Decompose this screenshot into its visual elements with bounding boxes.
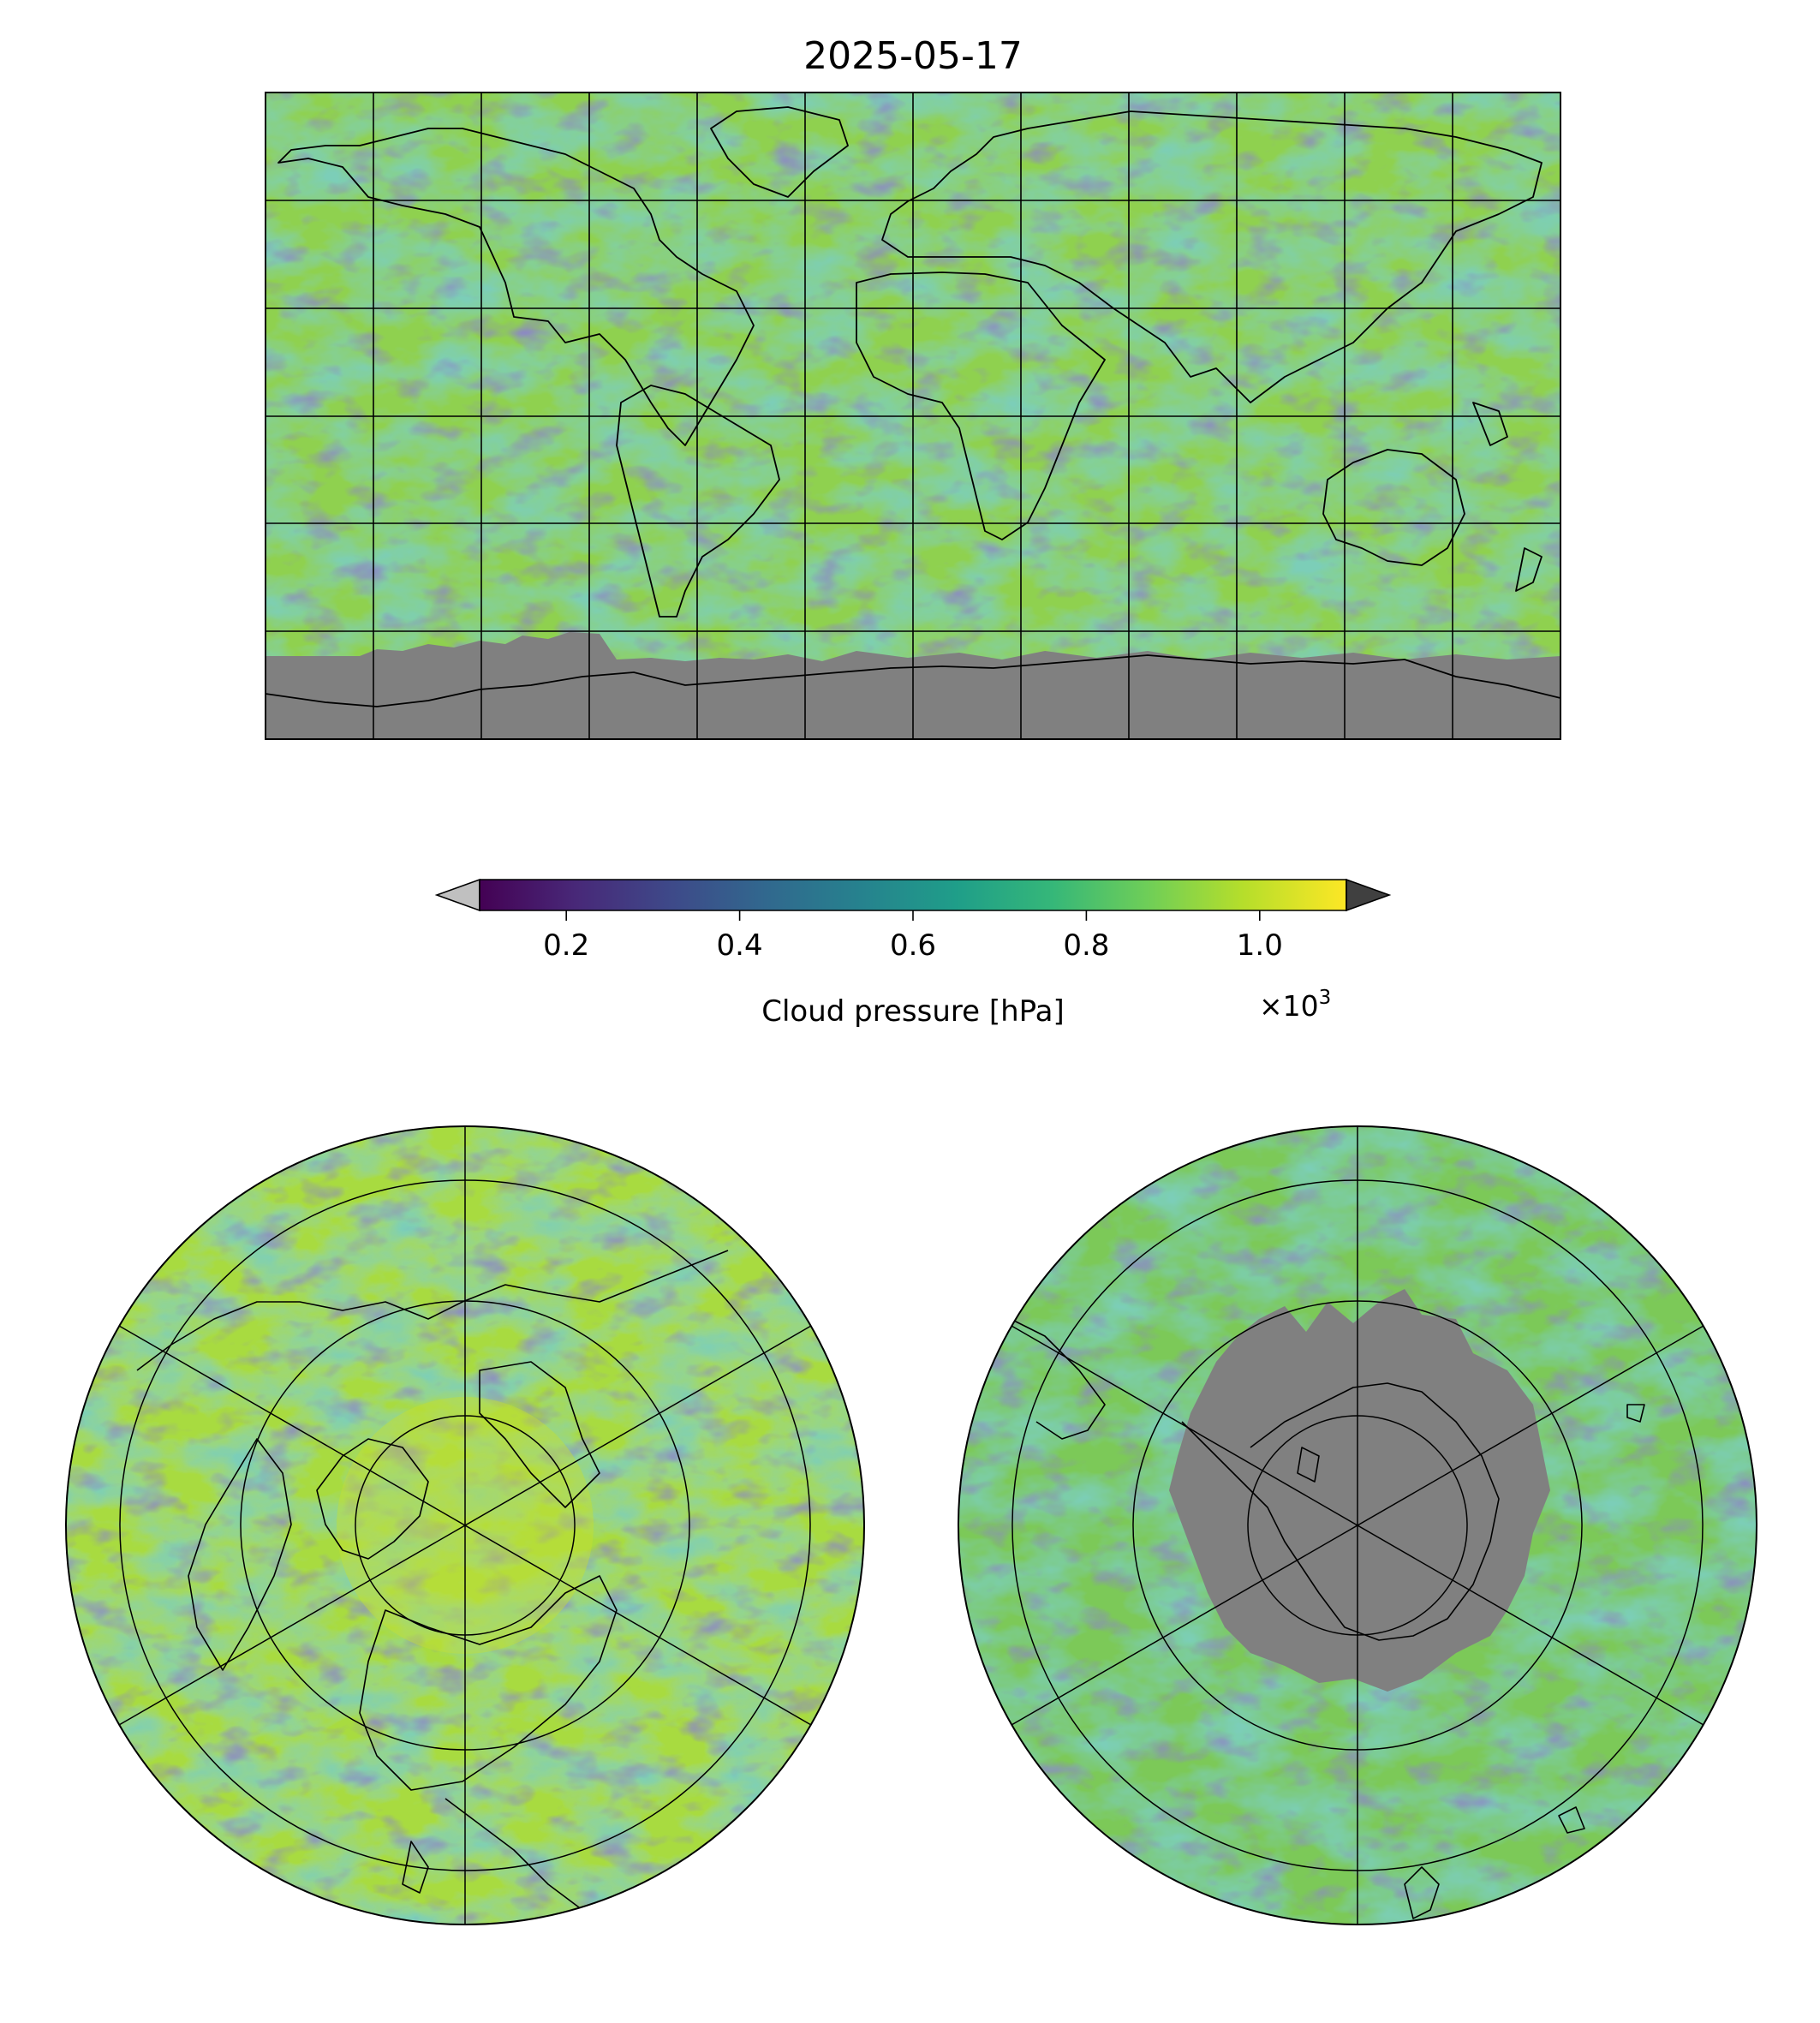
north-polar-map — [65, 1125, 865, 1925]
colorbar-tick-label: 0.8 — [1063, 928, 1109, 963]
colorbar: 0.2 0.4 0.6 0.8 1.0 Cloud pressure [hPa] ×10… — [434, 878, 1392, 1029]
global-map-frame — [265, 92, 1561, 740]
global-gridlines — [266, 92, 1560, 739]
south-polar-map — [958, 1125, 1757, 1925]
colorbar-outline — [479, 879, 1347, 911]
colorbar-multiplier-exponent: 3 — [1319, 987, 1332, 1009]
north-map-frame — [65, 1125, 865, 1925]
north-coastlines — [136, 1250, 729, 1911]
global-coastlines — [266, 106, 1560, 707]
south-map-frame — [958, 1125, 1757, 1925]
colorbar-tick-label: 0.2 — [543, 928, 589, 963]
north-gridlines — [118, 1126, 812, 1925]
south-gridlines — [1011, 1126, 1704, 1925]
colorbar-multiplier: ×103 — [1259, 987, 1331, 1023]
colorbar-tick-label: 0.6 — [890, 928, 936, 963]
colorbar-gradient — [480, 880, 1346, 910]
colorbar-label: Cloud pressure [hPa] — [761, 994, 1064, 1029]
global-map — [265, 92, 1561, 740]
south-no-data-region — [1169, 1289, 1550, 1692]
colorbar-under-extension — [434, 878, 480, 912]
colorbar-multiplier-base: ×10 — [1259, 989, 1319, 1023]
colorbar-tick-label: 0.4 — [717, 928, 763, 963]
colorbar-ticks: 0.2 0.4 0.6 0.8 1.0 — [543, 910, 1283, 963]
figure-title: 2025-05-17 — [803, 34, 1023, 78]
colorbar-over-extension — [1346, 878, 1392, 912]
colorbar-tick-label: 1.0 — [1237, 928, 1283, 963]
south-coastlines — [1010, 1318, 1645, 1919]
